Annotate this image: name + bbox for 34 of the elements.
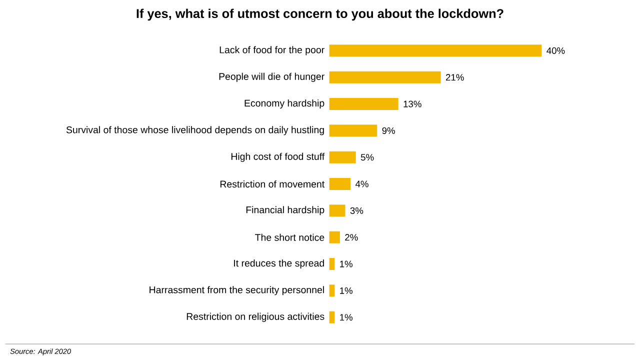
data-label: 3% <box>350 207 364 214</box>
y-tick-label: People will die of hunger <box>219 72 324 82</box>
data-label: 21% <box>446 74 464 81</box>
data-label: 1% <box>340 287 352 294</box>
y-tick-label: Financial hardship <box>246 206 324 216</box>
bar <box>329 284 335 297</box>
data-label: 1% <box>340 314 352 321</box>
y-tick-label: Survival of those whose livelihood depends on daily hustling <box>66 126 324 136</box>
bar <box>329 151 356 164</box>
bar <box>329 124 378 137</box>
y-tick-label: Lack of food for the poor <box>220 46 324 56</box>
chart-title: If yes, what is of utmost concern to you about the lockdown? <box>136 8 504 21</box>
data-label: 1% <box>340 260 352 268</box>
bar <box>329 311 335 324</box>
bar <box>329 71 441 84</box>
y-tick-label: Restriction of movement <box>220 180 325 188</box>
y-tick-label: It reduces the spread <box>234 259 324 269</box>
bar <box>329 231 340 244</box>
bar <box>329 178 351 190</box>
y-tick-label: Economy hardship <box>244 99 324 109</box>
bar <box>329 44 542 57</box>
y-tick-label: The short notice <box>255 234 324 241</box>
y-tick-label: Harrassment from the security personnel <box>150 286 324 296</box>
data-label: 40% <box>546 47 565 54</box>
data-label: 13% <box>404 100 422 108</box>
data-label: 4% <box>355 180 368 188</box>
y-tick-label: Restriction on religious activities <box>186 312 324 322</box>
data-label: 5% <box>360 154 374 161</box>
data-label: 9% <box>382 127 395 134</box>
data-label: 2% <box>345 234 358 241</box>
bar <box>329 204 346 217</box>
bar <box>329 258 335 270</box>
bar <box>329 98 398 110</box>
y-tick-label: High cost of food stuff <box>231 152 325 162</box>
